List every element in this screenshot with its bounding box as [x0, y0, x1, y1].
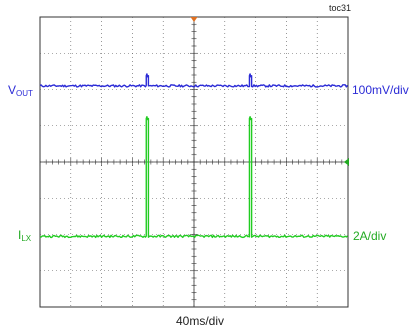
- trigger-marker-icon: [190, 17, 198, 22]
- ilx-label-main: I: [18, 228, 22, 242]
- ilx-label-sub: LX: [21, 234, 32, 243]
- series-line-ilx: [39, 115, 349, 239]
- vout-label-sub: OUT: [16, 89, 33, 98]
- vout-label-main: V: [8, 83, 17, 97]
- vout-scale-label: 100mV/div: [352, 83, 409, 97]
- series-line-vout: [39, 73, 349, 88]
- ilx-scale-label: 2A/div: [353, 229, 387, 243]
- vout-channel-label: VOUT: [8, 84, 33, 98]
- ilx-channel-label: ILX: [18, 229, 31, 243]
- figure-tag: toc31: [328, 3, 351, 13]
- trigger-level-marker-icon: [344, 158, 349, 166]
- time-scale-label: 40ms/div: [176, 314, 225, 328]
